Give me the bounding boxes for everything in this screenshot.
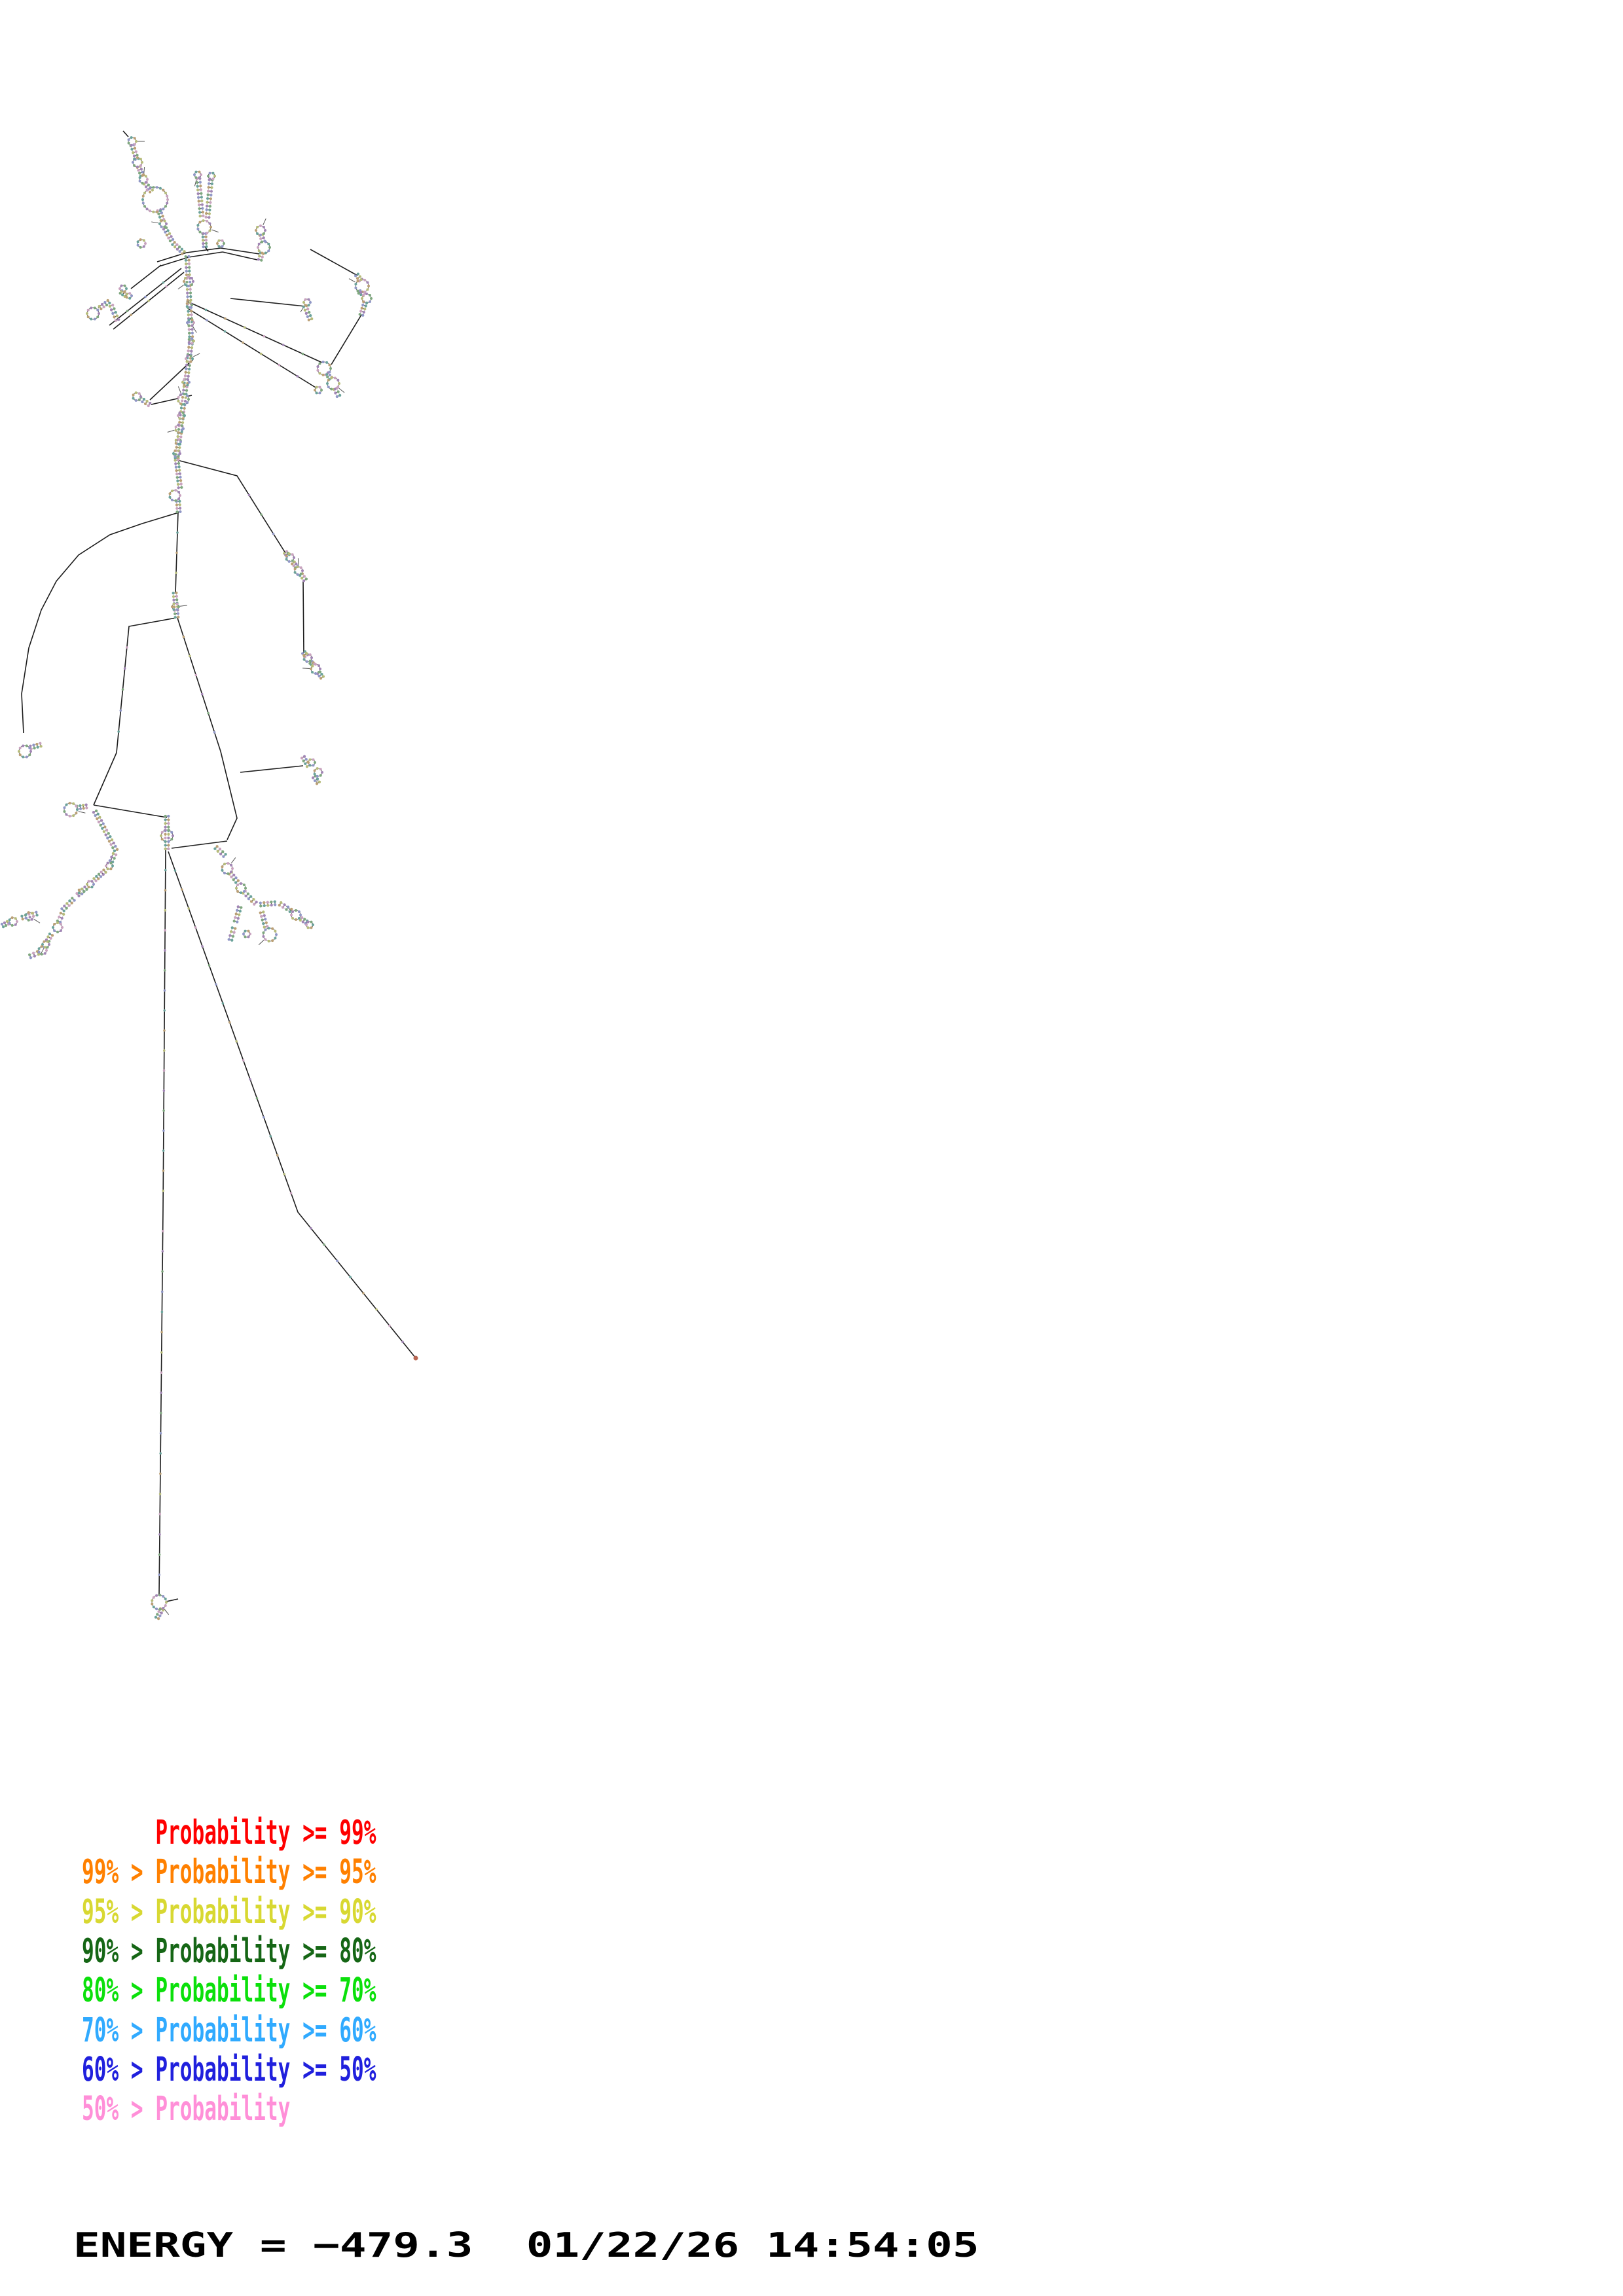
probability-legend: Probability >= 99% 99% > Probability >= … [82, 1813, 376, 2128]
legend-item-60-70: 70% > Probability >= 60% [82, 2011, 376, 2049]
legend-item-ge99: Probability >= 99% [82, 1813, 376, 1852]
legend-item-lt50: 50% > Probability [82, 2089, 290, 2128]
structure-number-ticks [33, 141, 356, 1615]
legend-item-50-60: 60% > Probability >= 50% [82, 2050, 376, 2089]
structure-end-markers [413, 1355, 418, 1361]
legend-item-90-95: 95% > Probability >= 90% [82, 1892, 376, 1931]
legend-item-70-80: 80% > Probability >= 70% [82, 1971, 376, 2009]
legend-item-80-90: 90% > Probability >= 80% [82, 1931, 376, 1970]
structure-base-dots [0, 136, 404, 1621]
legend-item-95-99: 99% > Probability >= 95% [82, 1852, 376, 1891]
structure-helix-stems [1, 144, 367, 1619]
energy-readout: ENERGY = −479.3 01/22/26 14:54:05 [73, 2226, 979, 2265]
structure-backbone-lines [21, 130, 416, 1602]
